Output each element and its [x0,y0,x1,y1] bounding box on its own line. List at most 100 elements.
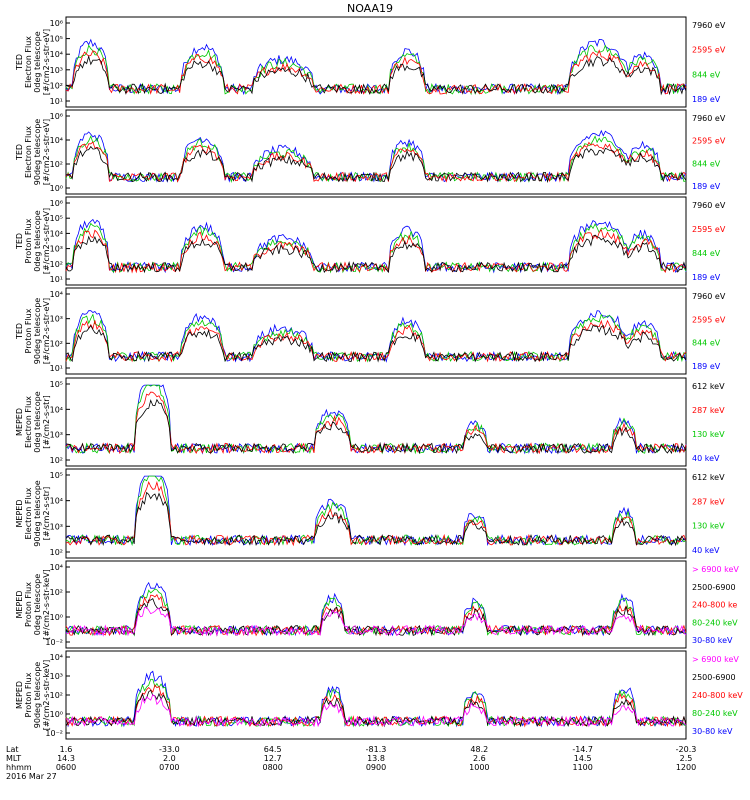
panel-frame [65,16,687,108]
series-line [65,384,687,455]
y-axis-label: [#/cm2-s-str-eV] [42,208,51,274]
x-tick-label: -14.7 [572,745,593,754]
y-tick-label: 10² [50,81,63,90]
x-tick-label: 0900 [366,763,386,772]
y-tick-label: 10³ [50,315,63,324]
y-axis-label: [#/cm2-s-str-keV] [42,660,51,731]
panel-4: 10¹ 10² 10³ 10⁴ TED Proton Flux 90deg telescop… [15,287,726,375]
y-axis-label: [#/cm2-s-str-eV] [42,298,51,364]
y-axis-label: [#/cm2-s-str-keV] [42,569,51,640]
legend-entry: 189 eV [692,273,721,282]
y-axis-label: Electron Flux [24,487,33,539]
y-axis-label: 0deg telescope [33,210,42,271]
series-line [65,480,687,547]
figure-title: NOAA19 [347,2,393,15]
legend-entry: 30-80 keV [692,727,733,736]
legend-entry: 130 keV [692,522,725,531]
legend-entry: > 6900 keV [692,565,739,574]
legend-entry: 2595 eV [692,225,726,234]
y-tick-label: 10⁵ [50,214,63,223]
legend-entry: 80-240 keV [692,618,738,627]
x-row-label: 2016 Mar 27 [6,772,57,781]
legend-entry: 844 eV [692,339,721,348]
y-tick-label: 10³ [50,522,63,531]
legend-entry: 7960 eV [692,201,726,210]
series-line [65,684,687,728]
series-line [65,607,687,637]
y-axis-label: 0deg telescope [33,31,42,92]
y-axis-label: [#/cm2-s-str-eV] [42,29,51,95]
series-line [65,384,687,455]
series-line [65,222,687,274]
series-line [65,44,687,96]
legend-entry: 2595 eV [692,315,726,324]
y-axis-label: MEPED [15,681,24,709]
x-tick-label: 12.7 [264,754,282,763]
series-line [65,475,687,547]
y-tick-label: 10⁻² [45,638,63,647]
legend-entry: 7960 eV [692,114,726,123]
y-tick-label: 10⁰ [50,613,63,622]
y-tick-label: 10⁻² [45,729,63,738]
y-axis-label: MEPED [15,408,24,436]
y-axis-label: 0deg telescope [33,574,42,635]
legend-entry: > 6900 keV [692,655,739,664]
panel-1: 10¹ 10² 10³ 10⁴ 10⁵ 10⁶ TED Electron Flux 0deg t… [15,16,726,108]
y-axis-label: Electron Flux [24,36,33,88]
series-line [65,49,687,95]
x-tick-label: 1000 [469,763,489,772]
x-tick-label: 2.6 [473,754,486,763]
series-line [65,491,687,547]
series-line [65,54,687,96]
legend-entry: 40 keV [692,454,720,463]
y-tick-label: 10⁵ [50,35,63,44]
x-row-label: MLT [6,754,21,763]
legend-entry: 2595 eV [692,137,726,146]
y-tick-label: 10⁶ [50,199,63,208]
legend-entry: 80-240 keV [692,709,738,718]
y-axis-label: 90deg telescope [33,480,42,547]
legend-entry: 2500-6900 [692,583,736,592]
y-tick-label: 10⁰ [50,710,63,719]
x-tick-label: 1100 [572,763,592,772]
series-line [65,593,687,637]
y-axis-label: Proton Flux [24,218,33,263]
series-line [65,145,687,184]
legend-entry: 40 keV [692,546,720,555]
x-row-label: Lat [6,745,19,754]
panel-frame [65,650,687,740]
legend-entry: 189 eV [692,362,721,371]
series-line [65,398,687,455]
panel-frame [65,109,687,195]
y-tick-label: 10² [50,456,63,465]
y-axis-label: [#/cm2-s-str] [42,395,51,448]
x-tick-label: 2.5 [680,754,693,763]
y-tick-label: 10² [50,588,63,597]
y-axis-label: TED [15,323,24,340]
series-line [65,391,687,455]
x-tick-label: -33.0 [159,745,180,754]
legend-entry: 844 eV [692,249,721,258]
x-row-label: hhmm [6,763,32,772]
legend-entry: 240-800 keV [692,691,743,700]
legend-entry: 240-800 ke [692,601,737,610]
y-axis-label: MEPED [15,591,24,619]
y-tick-label: 10⁵ [50,471,63,480]
panel-frame [65,287,687,375]
y-axis-label: [#/cm2-s-str] [42,487,51,540]
y-tick-label: 10¹ [50,364,63,373]
x-tick-label: -20.3 [676,745,697,754]
panel-6: 10² 10³ 10⁴ 10⁵ MEPED Electron Flux 90deg tele… [15,468,725,559]
y-tick-label: 10⁰ [50,184,63,193]
series-line [65,694,687,728]
legend-entry: 612 keV [692,382,725,391]
legend-entry: 844 eV [692,159,721,168]
x-tick-label: 0700 [159,763,179,772]
y-tick-label: 10⁴ [50,290,63,299]
y-axis-label: Electron Flux [24,396,33,448]
y-axis-label: Electron Flux [24,126,33,178]
legend-entry: 844 eV [692,70,721,79]
x-tick-label: -81.3 [366,745,387,754]
legend-entry: 7960 eV [692,292,726,301]
